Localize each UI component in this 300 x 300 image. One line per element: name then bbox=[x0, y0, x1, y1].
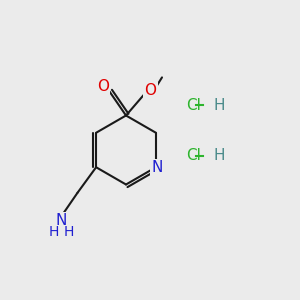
Text: O: O bbox=[97, 79, 109, 94]
Text: H: H bbox=[63, 225, 74, 239]
Text: Cl: Cl bbox=[186, 98, 201, 112]
Text: H: H bbox=[214, 148, 225, 164]
Text: N: N bbox=[55, 213, 67, 228]
Text: H: H bbox=[48, 225, 59, 239]
Text: H: H bbox=[214, 98, 225, 112]
Text: Cl: Cl bbox=[186, 148, 201, 164]
Text: O: O bbox=[145, 83, 157, 98]
Text: N: N bbox=[152, 160, 163, 175]
